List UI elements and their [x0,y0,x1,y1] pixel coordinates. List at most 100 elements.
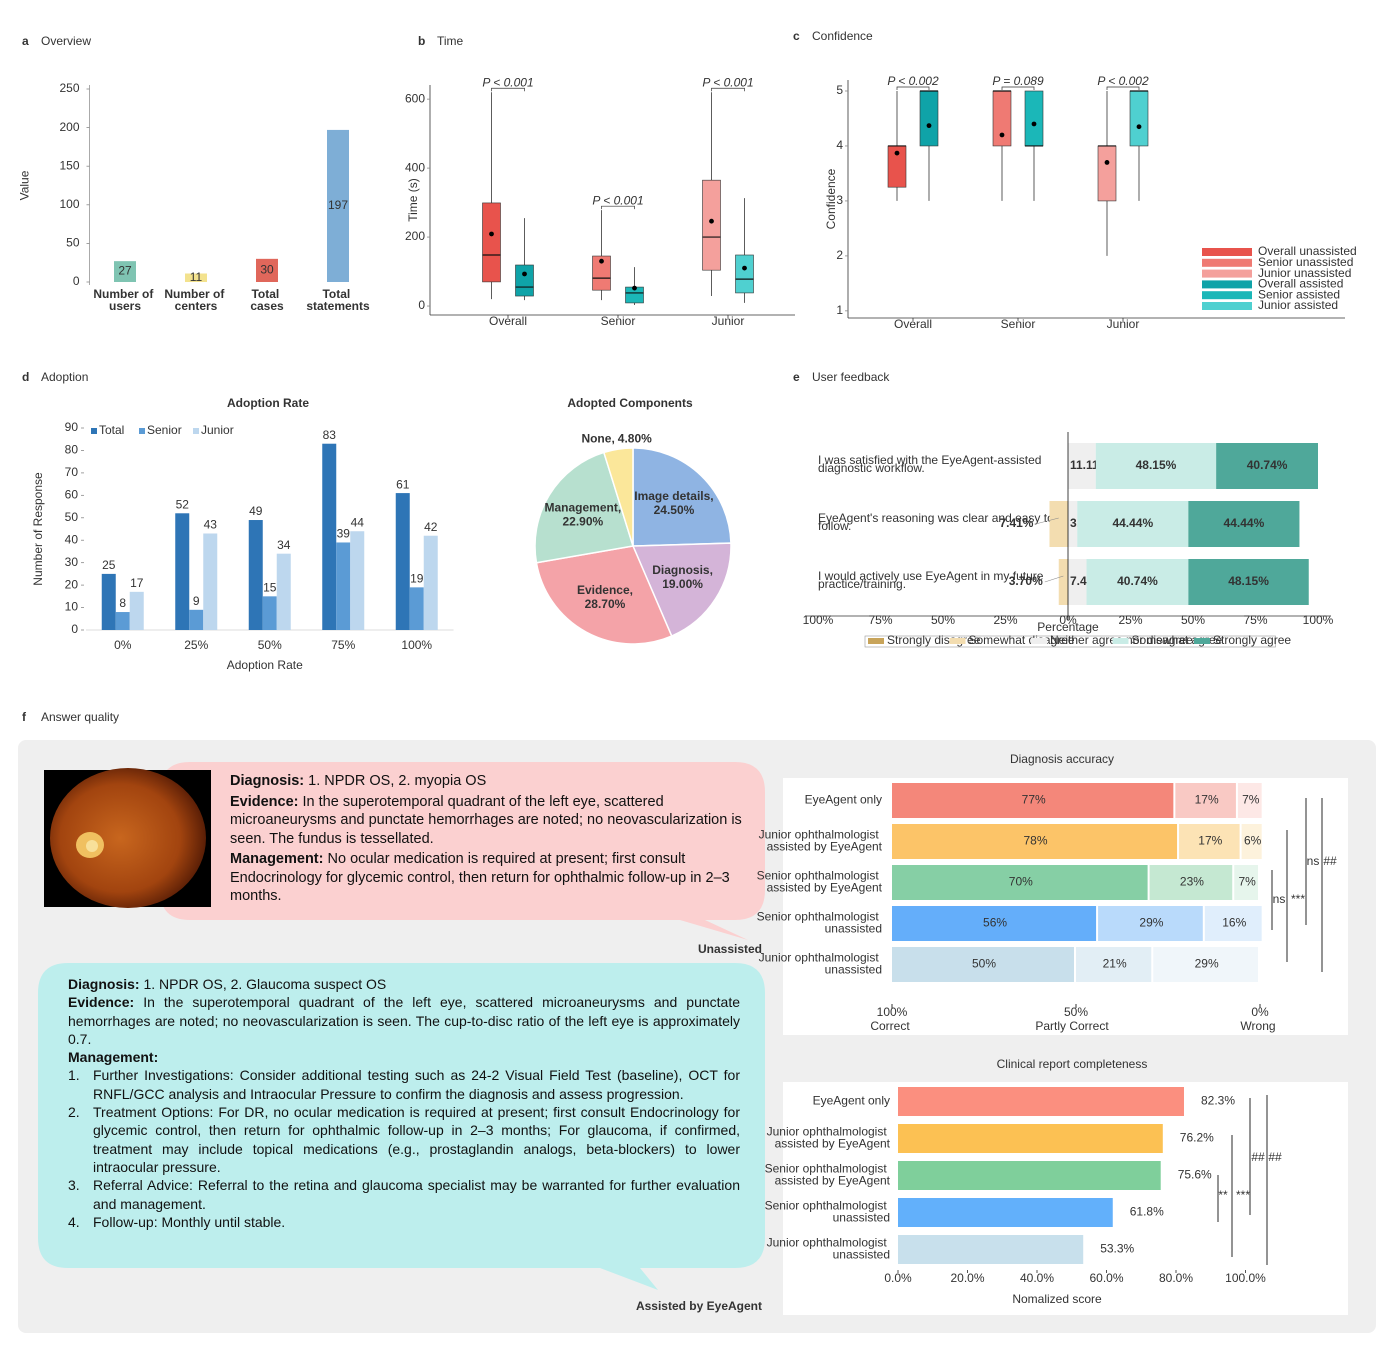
slice-value: 28.70% [585,597,626,611]
bar-segment [1204,906,1262,941]
value-label: 82.3% [1201,1094,1235,1108]
bar-segment [1068,443,1096,489]
item-number: 3. [68,1177,80,1194]
panel-title: Confidence [812,29,873,43]
legend-label: Strongly disagree [887,633,981,647]
significance-label: P < 0.002 [887,74,939,88]
legend-swatch [1202,291,1252,300]
value-label: 48.15% [1136,458,1177,472]
y-tick-label: 0 [418,298,425,312]
legend-swatch [1031,638,1047,644]
x-tick-label: 75% [331,638,355,652]
box [592,255,611,291]
value-label: 61 [396,477,410,491]
value-label: 44 [351,515,365,529]
row-label: Junior ophthalmologist unassisted [759,951,882,977]
panel-title: Overview [41,34,91,48]
assisted-answer: Diagnosis: 1. NPDR OS, 2. Glaucoma suspe… [68,975,740,1231]
value-label: 17 [130,576,144,590]
chart-title: Adoption Rate [227,396,309,410]
box [515,264,534,297]
significance-label: P < 0.001 [592,193,643,207]
y-axis-label: Confidence [824,168,838,229]
x-tick-label: Senior [601,314,636,328]
bar [898,1087,1184,1116]
unassisted-answer: Diagnosis: 1. NPDR OS, 2. myopia OS Evid… [230,772,755,908]
slice-label: Evidence, [577,583,633,597]
bar-segment [1188,501,1300,547]
bubble-caption: Unassisted [698,942,762,956]
x-tick-label: Total statements [306,287,370,313]
field-key: Evidence: [68,994,135,1011]
value-label: 15 [263,581,277,595]
value-label: 21% [1103,957,1127,971]
bar [175,513,190,630]
field-text: 1. NPDR OS, 2. Glaucoma suspect OS [143,976,387,992]
bar [327,129,349,282]
row-label: Senior ophthalmologist assisted by EyeAg… [757,869,883,895]
legend-label: Somewhat disagree [969,633,1075,647]
row-label: Senior ophthalmologist unassisted [765,1199,890,1225]
mean [999,132,1005,138]
legend-swatch [949,638,966,644]
legend-label: Overall assisted [1258,277,1343,291]
mean [1031,121,1037,127]
x-tick-label: 80.0% [1159,1271,1193,1285]
legend-swatch [1194,638,1210,644]
leader-line [1035,517,1059,525]
legend-swatch [139,428,145,434]
bar [203,533,218,630]
significance-label: ## [1323,854,1337,868]
field-text: In the superotemporal quadrant of the le… [68,994,740,1047]
value-label: 16% [1222,916,1246,930]
item-number: 2. [68,1104,80,1121]
bar [248,520,263,630]
significance-label: *** [1291,892,1305,906]
bar-segment [1234,865,1258,900]
significance-label: *** [1236,1188,1250,1202]
legend-swatch [1112,638,1129,644]
bar [898,1124,1163,1153]
axis-category-label: Partly Correct [1035,1019,1109,1033]
value-label: 50% [972,957,996,971]
y-tick-label: 0 [73,274,80,288]
value-label: 29% [1195,957,1219,971]
significance-bracket [601,205,635,210]
x-axis-label: Nomalized score [1012,1292,1102,1306]
value-label: 30 [260,263,274,277]
bar [129,591,144,630]
y-tick-label: 200 [59,120,79,134]
bar-segment [1058,559,1068,605]
slice-value: 4.80% [618,432,652,446]
field-text: 1. NPDR OS, 2. myopia OS [308,773,487,789]
x-tick-label: 50% [1064,1005,1088,1019]
value-label: 56% [983,916,1007,930]
item-text: Treatment Options: For DR, no ocular med… [93,1104,740,1175]
pie-slice [535,545,673,645]
significance-label: ## [1268,1150,1282,1164]
significance-bracket [1001,86,1035,90]
x-tick-label: 50% [258,638,282,652]
y-tick-label: 400 [405,160,425,174]
x-tick-label: Junior [1107,317,1140,331]
x-tick-label: 75% [868,613,892,627]
y-tick-label: 50 [65,510,79,524]
significance-bracket [711,87,745,92]
list-item: 3. Referral Advice: Referral to the retin… [68,1176,740,1213]
bar-segment [1086,559,1189,605]
value-label: 7.41% [999,516,1033,530]
axis-category-label: Wrong [1240,1019,1275,1033]
value-label: 44.44% [1224,516,1265,530]
legend-swatch [1202,258,1252,267]
y-tick-label: 20 [65,577,79,591]
legend-label: Junior unassisted [1258,266,1351,280]
bar [115,612,130,630]
bar-segment [892,824,1178,859]
bar-segment [1068,559,1087,605]
box [992,90,1012,147]
value-label: 8 [119,596,126,610]
fundus-image [44,768,211,908]
legend-swatch [868,638,884,644]
y-tick-label: 3 [836,193,843,207]
